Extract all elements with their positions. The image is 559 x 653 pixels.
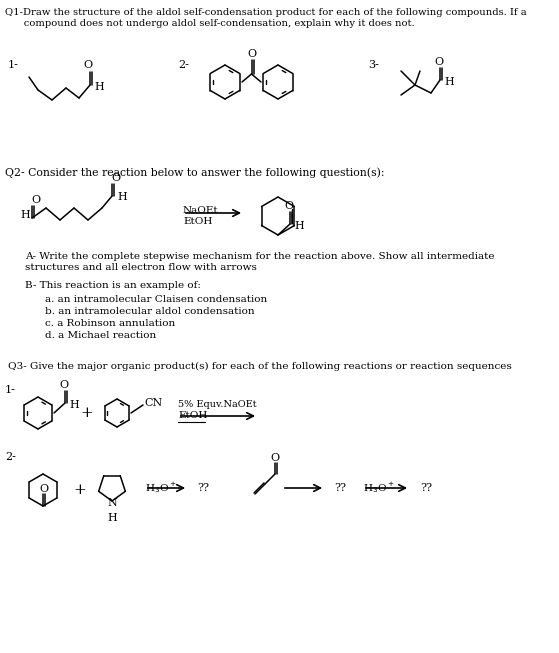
Text: O: O [285,201,293,211]
Text: 2-: 2- [5,452,16,462]
Text: Q1-Draw the structure of the aldol self-condensation product for each of the fol: Q1-Draw the structure of the aldol self-… [5,8,527,17]
Text: ??: ?? [420,483,432,493]
Text: B- This reaction is an example of:: B- This reaction is an example of: [25,281,201,290]
Text: N: N [107,498,117,508]
Text: 3-: 3- [368,60,379,70]
Text: H: H [107,513,117,523]
Text: O: O [247,49,256,59]
Text: a. an intramolecular Claisen condensation: a. an intramolecular Claisen condensatio… [45,295,267,304]
Text: A- Write the complete stepwise mechanism for the reaction above. Show all interm: A- Write the complete stepwise mechanism… [25,252,495,261]
Text: H$_3$O$^+$: H$_3$O$^+$ [145,480,177,495]
Text: O: O [271,453,280,463]
Text: O: O [434,57,443,67]
Text: O: O [40,484,49,494]
Text: d. a Michael reaction: d. a Michael reaction [45,331,157,340]
Text: NaOEt: NaOEt [183,206,219,215]
Text: H: H [444,77,454,87]
Text: H: H [69,400,79,410]
Text: 1-: 1- [8,60,19,70]
Text: structures and all electron flow with arrows: structures and all electron flow with ar… [25,263,257,272]
Text: O: O [83,60,93,70]
Text: 1-: 1- [5,385,16,395]
Text: CN: CN [144,398,162,408]
Text: H: H [294,221,304,231]
Text: EtOH: EtOH [183,217,212,226]
Text: ??: ?? [197,483,209,493]
Text: O: O [59,380,69,390]
Text: 2-: 2- [178,60,189,70]
Text: H: H [20,210,30,220]
Text: H: H [94,82,104,92]
Text: 5% Equv.NaOEt: 5% Equv.NaOEt [178,400,257,409]
Text: ??: ?? [334,483,346,493]
Text: +: + [74,483,87,497]
Text: b. an intramolecular aldol condensation: b. an intramolecular aldol condensation [45,307,255,316]
Text: H: H [117,192,127,202]
Text: c. a Robinson annulation: c. a Robinson annulation [45,319,176,328]
Text: +: + [80,406,93,420]
Text: Q2- Consider the reaction below to answer the following question(s):: Q2- Consider the reaction below to answe… [5,167,385,178]
Text: Q3- Give the major organic product(s) for each of the following reactions or rea: Q3- Give the major organic product(s) fo… [8,362,511,371]
Text: H$_3$O$^+$: H$_3$O$^+$ [363,480,395,495]
Text: O: O [111,173,120,183]
Text: EtOH: EtOH [178,411,207,420]
Text: O: O [31,195,40,205]
Text: compound does not undergo aldol self-condensation, explain why it does not.: compound does not undergo aldol self-con… [5,19,415,28]
